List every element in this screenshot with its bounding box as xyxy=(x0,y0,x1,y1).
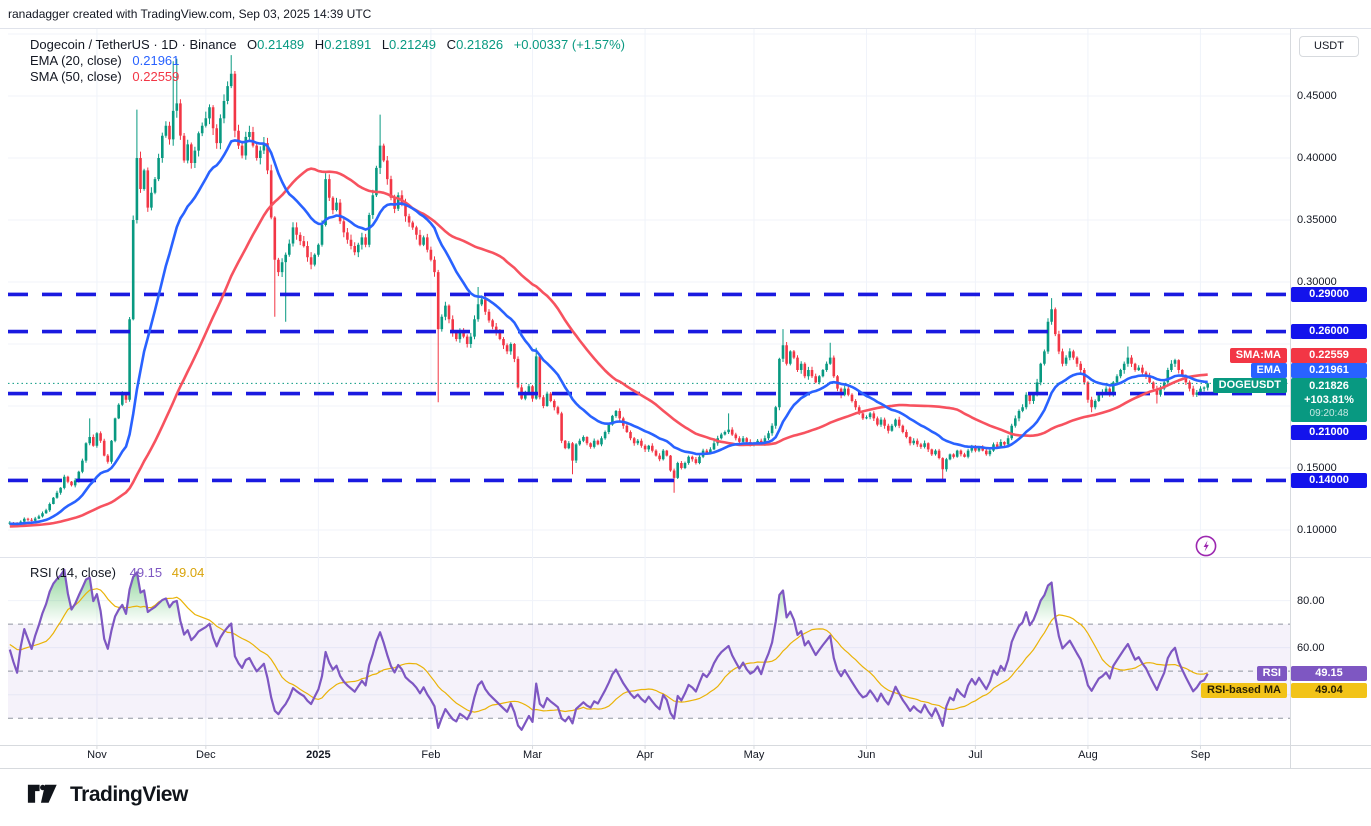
symbol-title: Dogecoin / TetherUS · 1D · Binance xyxy=(30,37,237,52)
rsi-ma-axis-tag: RSI-based MA xyxy=(1201,683,1287,698)
rsi-label: RSI (14, close) xyxy=(30,565,116,580)
candlestick-series xyxy=(8,55,1290,528)
currency-usdt-button[interactable]: USDT xyxy=(1299,36,1359,57)
time-axis-label-mar[interactable]: Mar xyxy=(523,749,543,761)
rsi-series xyxy=(8,568,1209,731)
sma-label: SMA (50, close) xyxy=(30,69,122,84)
open-value: 0.21489 xyxy=(257,37,305,52)
attribution-text: ranadagger created with TradingView.com,… xyxy=(8,7,372,21)
open-key: O xyxy=(247,37,258,52)
rsi-ma-axis-badge: 49.04 xyxy=(1291,683,1367,698)
price-axis-label: 0.10000 xyxy=(1297,524,1337,536)
price-axis-label: 0.35000 xyxy=(1297,214,1337,226)
rsi-line xyxy=(8,568,1209,731)
price-axis-label: 0.15000 xyxy=(1297,462,1337,474)
rsi-axis-label: 80.00 xyxy=(1297,594,1325,607)
level-axis-badge: 0.21000 xyxy=(1291,425,1367,440)
close-value: 0.21826 xyxy=(456,37,504,52)
rsi-ma-value: 49.04 xyxy=(171,565,205,580)
ema-legend[interactable]: EMA (20, close) 0.21961 xyxy=(30,53,179,68)
boost-lightning-icon[interactable] xyxy=(1195,535,1217,557)
tradingview-logo-mark xyxy=(27,784,57,803)
low-key: L xyxy=(381,37,390,52)
rsi-value: 49.15 xyxy=(129,565,163,580)
low-value: 0.21249 xyxy=(389,37,437,52)
sma-value: 0.22559 xyxy=(132,69,180,84)
rsi-legend[interactable]: RSI (14, close) 49.15 49.04 xyxy=(30,565,204,580)
level-axis-badge: 0.14000 xyxy=(1291,472,1367,488)
tradingview-logo-text: TradingView xyxy=(70,783,188,806)
ema-value: 0.21961 xyxy=(132,53,180,68)
time-axis-label-jun[interactable]: Jun xyxy=(857,749,876,761)
time-axis-label-sep[interactable]: Sep xyxy=(1190,749,1211,761)
close-key: C xyxy=(446,37,457,52)
tradingview-logo[interactable]: TradingView xyxy=(27,783,188,807)
candle-countdown: 09:20:48 xyxy=(1309,408,1349,419)
sma-axis-badge: 0.22559 xyxy=(1291,348,1367,363)
time-axis-label-apr[interactable]: Apr xyxy=(636,749,654,761)
ema-axis-tag: EMA xyxy=(1250,363,1287,378)
time-axis-label-dec[interactable]: Dec xyxy=(196,749,216,761)
price-axis-label: 0.45000 xyxy=(1297,90,1337,102)
symbol-axis-tag: DOGEUSDT xyxy=(1212,378,1287,393)
high-key: H xyxy=(314,37,325,52)
sma-legend[interactable]: SMA (50, close) 0.22559 xyxy=(30,69,179,84)
symbol-legend[interactable]: Dogecoin / TetherUS · 1D · Binance O0.21… xyxy=(30,37,625,52)
rsi-axis-badge: 49.15 xyxy=(1291,666,1367,681)
price-axis-label: 0.40000 xyxy=(1297,152,1337,164)
time-axis-label-nov[interactable]: Nov xyxy=(87,749,107,761)
sma50-line xyxy=(9,167,1208,528)
change-value: +0.00337 (+1.57%) xyxy=(513,37,625,52)
price-axis-label: 0.30000 xyxy=(1297,276,1337,288)
time-axis-label-may[interactable]: May xyxy=(743,749,765,761)
rsi-axis-tag: RSI xyxy=(1256,666,1287,681)
rsi-ma-line xyxy=(9,588,1208,713)
ema20-line xyxy=(9,139,1208,526)
current-price-value: 0.21826 xyxy=(1309,380,1349,392)
current-price-change: +103.81% xyxy=(1304,394,1354,406)
time-axis-label-jul[interactable]: Jul xyxy=(968,749,983,761)
high-value: 0.21891 xyxy=(324,37,372,52)
time-axis-label-2025[interactable]: 2025 xyxy=(306,749,331,761)
time-axis-label-aug[interactable]: Aug xyxy=(1078,749,1098,761)
time-axis-label-feb[interactable]: Feb xyxy=(421,749,441,761)
rsi-axis-label: 60.00 xyxy=(1297,641,1325,654)
level-axis-badge: 0.26000 xyxy=(1291,324,1367,340)
ema-label: EMA (20, close) xyxy=(30,53,122,68)
level-axis-badge: 0.29000 xyxy=(1291,286,1367,302)
ema-axis-badge: 0.21961 xyxy=(1291,363,1367,378)
sma-axis-tag: SMA:MA xyxy=(1229,348,1287,363)
current-price-badge: 0.21826 +103.81% 09:20:48 xyxy=(1291,378,1367,422)
